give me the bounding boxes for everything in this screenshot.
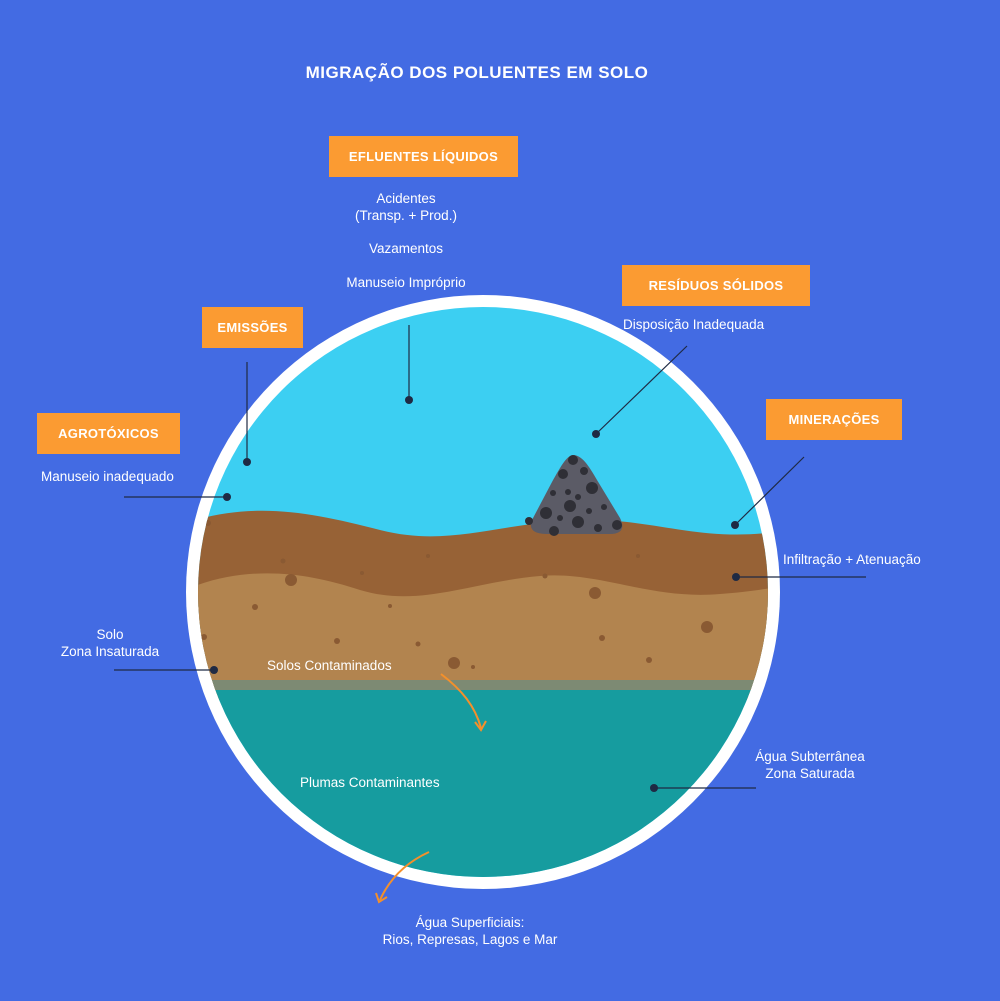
tag-agrotoxicos: AGROTÓXICOS xyxy=(37,413,180,454)
tag-emissoes: EMISSÕES xyxy=(202,307,303,348)
label-solo: Solo xyxy=(96,627,124,642)
label-infiltracao-atenuacao: Infiltração + Atenuação xyxy=(783,552,921,567)
label-manuseio-improprio: Manuseio Impróprio xyxy=(346,275,466,290)
subsoil-layer xyxy=(198,573,768,700)
label-agua-superficiais: Água Superficiais: xyxy=(415,915,525,930)
label-zona-insaturada: Zona Insaturada xyxy=(60,644,160,659)
tag-mineracoes: MINERAÇÕES xyxy=(766,399,902,440)
label-vazamentos: Vazamentos xyxy=(368,241,444,256)
water-table-line xyxy=(198,680,768,690)
tag-efluentes-liquidos: EFLUENTES LÍQUIDOS xyxy=(329,136,518,177)
label-disposicao-inadequada: Disposição Inadequada xyxy=(623,317,765,332)
leader-dots xyxy=(210,396,740,792)
waste-pile xyxy=(525,455,623,536)
tag-residuos-solidos: RESÍDUOS SÓLIDOS xyxy=(622,265,810,306)
label-rios-represas: Rios, Represas, Lagos e Mar xyxy=(382,932,558,947)
label-plumas-contaminantes: Plumas Contaminantes xyxy=(300,775,440,790)
soil-particles xyxy=(201,520,713,669)
label-agua-subterranea: Água Subterrânea xyxy=(755,749,865,764)
label-manuseio-inadequado: Manuseio inadequado xyxy=(41,469,174,484)
label-solos-contaminados: Solos Contaminados xyxy=(267,658,392,673)
label-zona-saturada: Zona Saturada xyxy=(765,766,855,781)
label-acidentes: Acidentes xyxy=(376,191,436,206)
label-acidentes-detail: (Transp. + Prod.) xyxy=(355,208,457,223)
diagram-title: MIGRAÇÃO DOS POLUENTES EM SOLO xyxy=(305,63,649,82)
leader-lines xyxy=(114,325,866,789)
flow-arrows xyxy=(375,673,487,904)
